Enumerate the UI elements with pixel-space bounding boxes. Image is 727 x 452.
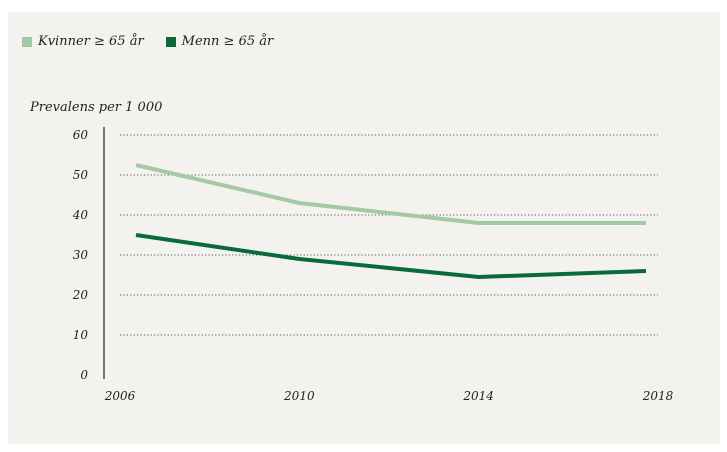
x-tick-label-2014: 2014 [462, 389, 494, 403]
y-tick-label-10: 10 [73, 328, 89, 342]
y-axis-label: Prevalens per 1 000 [30, 100, 163, 115]
legend-label-menn: Menn ≥ 65 år [181, 34, 274, 49]
x-tick-label-2006: 2006 [104, 389, 136, 403]
y-tick-label-60: 60 [73, 128, 89, 142]
series-line-1 [135, 233, 647, 279]
series-line-0 [135, 163, 646, 225]
legend-label-kvinner: Kvinner ≥ 65 år [38, 34, 144, 49]
y-tick-label-50: 50 [73, 168, 89, 182]
y-tick-label-30: 30 [73, 248, 89, 262]
x-tick-label-2018: 2018 [642, 389, 674, 403]
legend-item-kvinner: Kvinner ≥ 65 år [22, 34, 144, 49]
x-tick-label-2010: 2010 [283, 389, 315, 403]
y-tick-label-20: 20 [72, 288, 89, 302]
y-tick-label-0: 0 [80, 368, 88, 382]
legend-item-menn: Menn ≥ 65 år [165, 34, 274, 49]
y-tick-label-40: 40 [72, 208, 89, 222]
legend-swatch-kvinner [22, 36, 32, 47]
chart-panel [8, 12, 720, 444]
legend-swatch-menn [165, 36, 176, 47]
legend: Kvinner ≥ 65 år Menn ≥ 65 år [22, 34, 273, 49]
